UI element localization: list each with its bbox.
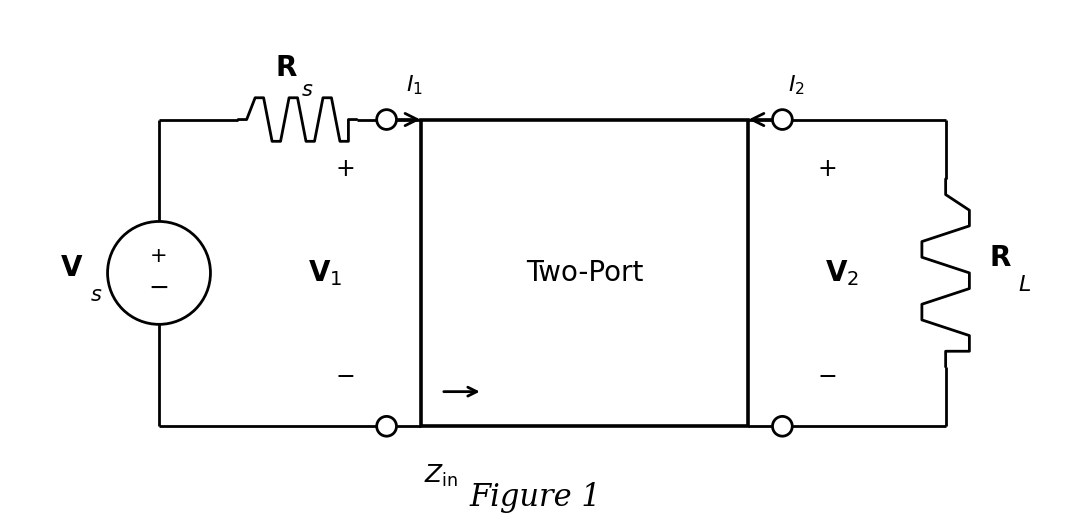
- Text: $L$: $L$: [1019, 275, 1031, 295]
- Text: $I_2$: $I_2$: [788, 73, 804, 97]
- Text: $I_1$: $I_1$: [406, 73, 423, 97]
- Circle shape: [107, 221, 211, 324]
- Text: +: +: [335, 157, 355, 181]
- Text: $\mathbf{R}$: $\mathbf{R}$: [275, 54, 298, 82]
- Text: +: +: [150, 246, 168, 266]
- Circle shape: [772, 110, 793, 129]
- Text: $s$: $s$: [301, 80, 314, 100]
- Text: $\mathbf{V}_2$: $\mathbf{V}_2$: [825, 258, 859, 288]
- Text: Two-Port: Two-Port: [526, 259, 644, 287]
- Text: $\mathbf{R}$: $\mathbf{R}$: [989, 244, 1011, 272]
- Text: −: −: [149, 276, 169, 300]
- Circle shape: [772, 417, 793, 436]
- Text: Figure 1: Figure 1: [469, 482, 601, 513]
- Bar: [421, 119, 748, 426]
- Text: −: −: [335, 365, 355, 389]
- Text: $\mathbf{V}_1$: $\mathbf{V}_1$: [308, 258, 343, 288]
- Text: +: +: [817, 157, 836, 181]
- Text: $s$: $s$: [90, 285, 103, 305]
- Circle shape: [377, 417, 396, 436]
- Text: −: −: [817, 365, 836, 389]
- Text: $Z_{\rm in}$: $Z_{\rm in}$: [424, 463, 458, 489]
- Text: $\mathbf{V}$: $\mathbf{V}$: [60, 254, 84, 282]
- Circle shape: [377, 110, 396, 129]
